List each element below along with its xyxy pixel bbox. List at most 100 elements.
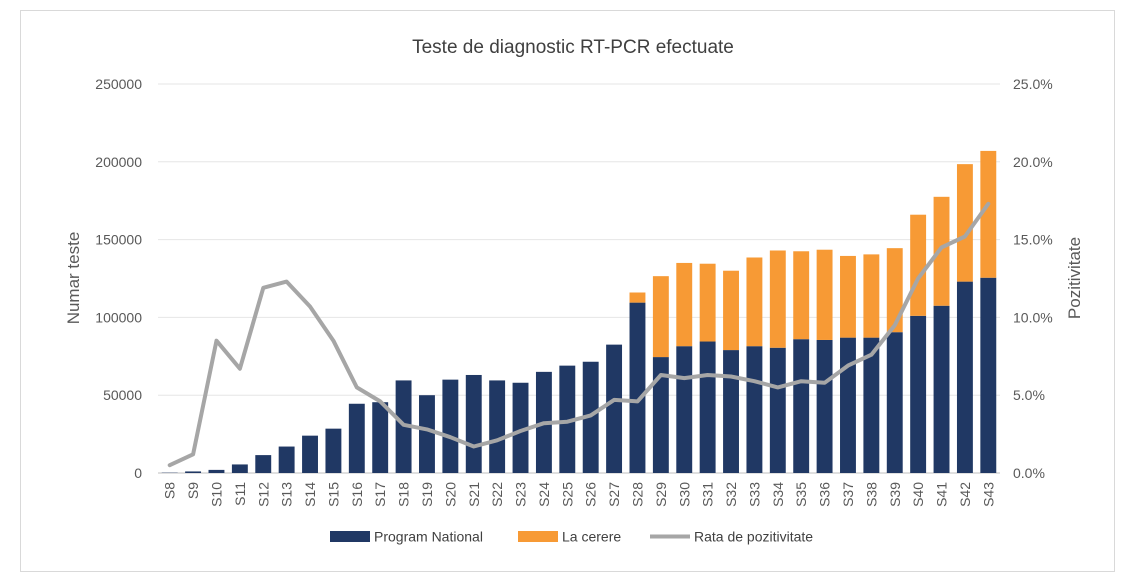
x-tick-label: S25	[559, 482, 575, 507]
bar-program-national	[442, 379, 459, 473]
x-tick-label: S26	[583, 482, 599, 507]
bar-la-cerere	[629, 292, 646, 303]
x-tick-label: S32	[723, 482, 739, 507]
bar-program-national	[676, 346, 693, 473]
x-tick-label: S34	[770, 482, 786, 507]
bar-program-national	[629, 302, 646, 473]
bar-program-national	[910, 315, 927, 473]
bar-la-cerere	[793, 251, 810, 340]
bar-program-national	[465, 374, 482, 473]
legend-label: Program National	[374, 529, 483, 545]
bar-program-national	[606, 344, 623, 473]
legend-label: Rata de pozitivitate	[694, 529, 813, 545]
y2-tick-label: 20.0%	[1013, 154, 1053, 170]
bar-program-national	[980, 277, 997, 473]
x-tick-label: S30	[676, 482, 692, 507]
legend-swatch	[518, 531, 558, 542]
y-tick-label: 100000	[95, 309, 142, 325]
y2-axis-ticks: 0.0% 5.0% 10.0% 15.0% 20.0% 25.0%	[1013, 76, 1053, 481]
x-tick-label: S38	[863, 482, 879, 507]
bar-program-national	[559, 365, 576, 473]
x-tick-label: S35	[793, 482, 809, 507]
bar-la-cerere	[956, 164, 973, 282]
bar-program-national	[933, 305, 950, 473]
x-tick-label: S31	[700, 482, 716, 507]
bar-la-cerere	[863, 254, 880, 338]
bar-program-national	[489, 380, 506, 473]
x-tick-label: S37	[840, 482, 856, 507]
legend: Program National La cerere Rata de pozitiv…	[330, 529, 813, 545]
y2-tick-label: 25.0%	[1013, 76, 1053, 92]
bar-la-cerere	[746, 257, 763, 347]
bar-program-national	[769, 347, 786, 473]
bar-la-cerere	[676, 262, 693, 347]
bars	[161, 150, 997, 473]
x-tick-label: S27	[606, 482, 622, 507]
x-tick-label: S10	[209, 482, 225, 507]
bar-program-national	[886, 332, 903, 473]
series-line-rata-de-pozitivitate	[167, 201, 991, 468]
y2-tick-label: 5.0%	[1013, 387, 1045, 403]
bar-program-national	[372, 402, 389, 473]
bar-program-national	[840, 337, 856, 473]
x-tick-label: S11	[232, 482, 248, 506]
bar-la-cerere	[933, 196, 950, 306]
legend-swatch	[330, 531, 370, 542]
chart-title: Teste de diagnostic RT-PCR efectuate	[412, 37, 734, 58]
x-tick-label: S29	[653, 482, 669, 507]
bar-la-cerere	[886, 248, 903, 333]
bar-program-national	[816, 339, 833, 473]
chart-frame	[20, 10, 1115, 572]
x-tick-label: S14	[302, 482, 318, 507]
y2-tick-label: 10.0%	[1013, 309, 1053, 325]
y-tick-label: 0	[134, 465, 142, 481]
y-tick-label: 50000	[103, 387, 142, 403]
x-tick-label: S24	[536, 482, 552, 507]
bar-la-cerere	[723, 270, 739, 351]
bar-program-national	[419, 395, 435, 473]
bar-program-national	[231, 464, 248, 473]
y-tick-label: 250000	[95, 76, 142, 92]
bar-la-cerere	[769, 250, 786, 348]
gridlines	[158, 83, 1000, 474]
bar-la-cerere	[652, 276, 669, 358]
y-tick-label: 200000	[95, 154, 142, 170]
x-tick-label: S21	[466, 482, 482, 507]
y-tick-label: 150000	[95, 232, 142, 248]
x-tick-label: S12	[255, 482, 271, 507]
bar-la-cerere	[816, 249, 833, 340]
x-tick-label: S43	[980, 482, 996, 507]
x-tick-label: S28	[630, 482, 646, 507]
x-tick-label: S42	[957, 482, 973, 507]
bar-program-national	[185, 471, 202, 473]
bar-program-national	[302, 435, 318, 473]
x-tick-label: S36	[817, 482, 833, 507]
bar-program-national	[863, 337, 880, 473]
bar-program-national	[699, 341, 716, 473]
positivity-line	[167, 201, 991, 468]
bar-program-national	[348, 403, 365, 473]
x-tick-label: S23	[513, 482, 529, 507]
x-tick-label: S9	[185, 482, 201, 499]
bar-la-cerere	[980, 150, 997, 278]
bar-program-national	[746, 346, 763, 473]
x-tick-label: S22	[489, 482, 505, 507]
bar-program-national	[278, 446, 295, 473]
bar-program-national	[325, 428, 342, 473]
bar-program-national	[512, 382, 529, 473]
y2-axis-title: Pozitivitate	[1065, 237, 1084, 319]
bar-program-national	[956, 281, 973, 473]
x-tick-label: S8	[162, 482, 178, 499]
y-axis-title: Numar teste	[64, 232, 83, 325]
bar-la-cerere	[910, 214, 927, 316]
x-tick-label: S33	[746, 482, 762, 507]
bar-program-national	[208, 469, 225, 473]
x-tick-label: S39	[887, 482, 903, 507]
y2-tick-label: 15.0%	[1013, 232, 1053, 248]
x-tick-label: S15	[325, 482, 341, 507]
x-tick-label: S18	[396, 482, 412, 507]
x-tick-label: S17	[372, 482, 388, 507]
bar-program-national	[723, 350, 739, 473]
x-tick-label: S20	[442, 482, 458, 507]
x-tick-label: S16	[349, 482, 365, 507]
